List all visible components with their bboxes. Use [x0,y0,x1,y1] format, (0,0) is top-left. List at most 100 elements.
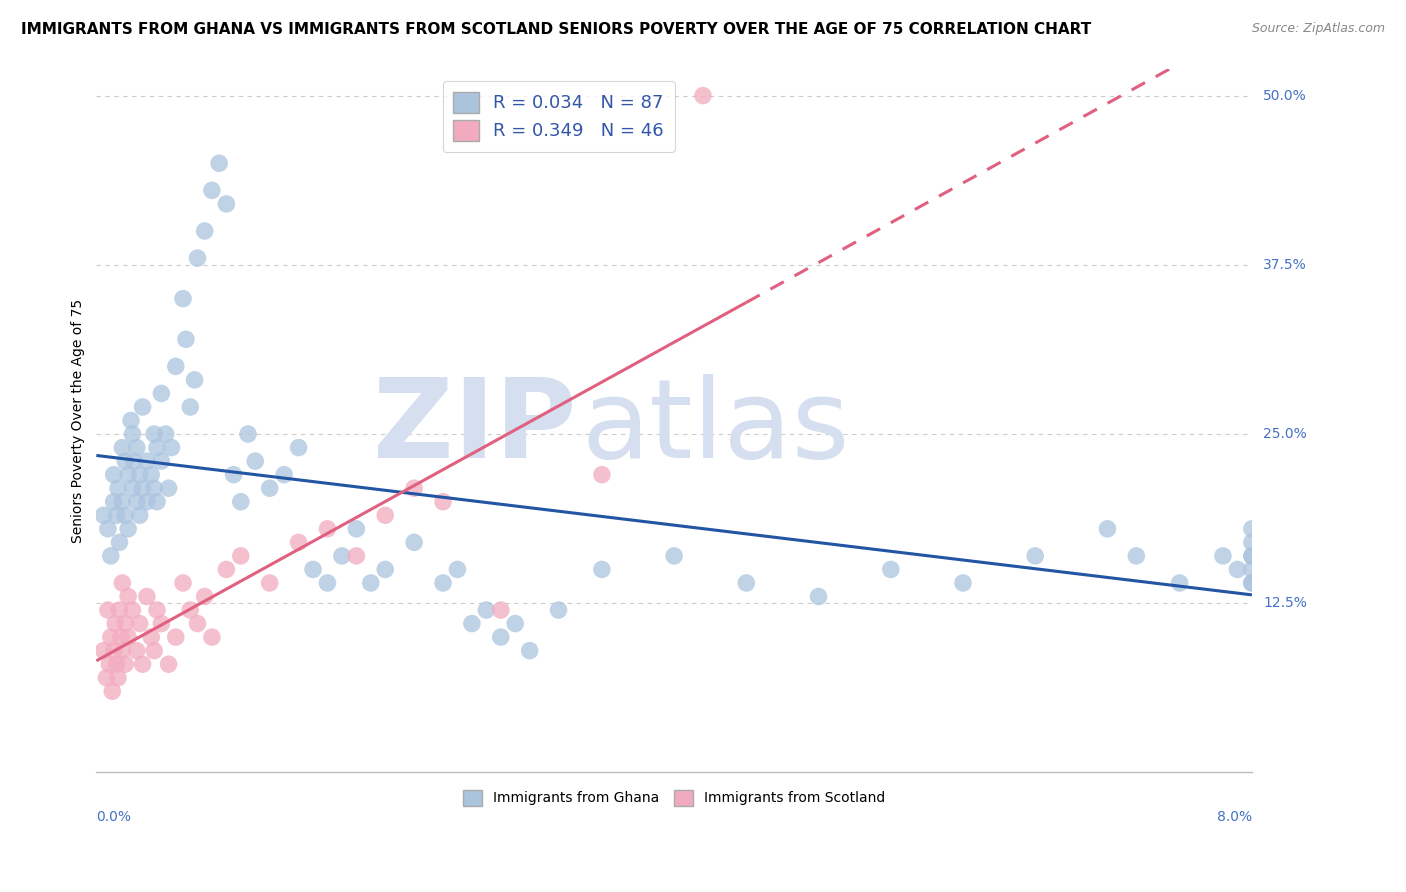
Point [125,643,148,657]
Text: 0.0%: 0.0% [97,811,131,824]
Point [194,590,217,604]
Point [374,562,396,576]
Point [111,441,134,455]
Point [111,643,134,657]
Point [131,481,153,495]
Point [100,630,122,644]
Point [165,630,187,644]
Point [150,454,173,468]
Text: 25.0%: 25.0% [1264,427,1308,441]
Text: 12.5%: 12.5% [1264,596,1308,610]
Point [201,630,224,644]
Point [1024,549,1046,563]
Point [1168,576,1191,591]
Point [172,576,194,591]
Point [229,494,252,508]
Point [111,576,134,591]
Point [360,576,382,591]
Point [880,562,903,576]
Point [117,522,139,536]
Point [489,603,512,617]
Point [131,400,153,414]
Point [143,427,166,442]
Point [157,481,180,495]
Point [117,590,139,604]
Point [1240,576,1263,591]
Y-axis label: Seniors Poverty Over the Age of 75: Seniors Poverty Over the Age of 75 [72,299,86,542]
Point [475,603,498,617]
Point [128,616,150,631]
Point [179,400,201,414]
Point [150,386,173,401]
Point [194,224,217,238]
Point [1240,562,1263,576]
Point [186,616,208,631]
Point [287,535,309,549]
Point [155,427,177,442]
Text: atlas: atlas [582,374,851,481]
Point [316,576,339,591]
Point [146,603,169,617]
Text: ZIP: ZIP [373,374,576,481]
Point [107,481,129,495]
Point [96,671,118,685]
Point [122,454,145,468]
Legend: Immigrants from Ghana, Immigrants from Scotland: Immigrants from Ghana, Immigrants from S… [457,784,891,812]
Point [259,481,281,495]
Point [591,562,613,576]
Point [146,494,169,508]
Point [117,467,139,482]
Point [125,494,148,508]
Point [121,481,143,495]
Point [103,494,125,508]
Point [103,643,125,657]
Point [174,332,197,346]
Point [117,630,139,644]
Point [121,603,143,617]
Point [100,549,122,563]
Point [128,467,150,482]
Point [1240,549,1263,563]
Point [547,603,569,617]
Point [1240,549,1263,563]
Point [316,522,339,536]
Point [236,427,259,442]
Point [114,508,136,523]
Point [503,616,526,631]
Point [215,562,238,576]
Point [330,549,353,563]
Point [245,454,267,468]
Point [489,630,512,644]
Point [110,630,132,644]
Point [131,657,153,672]
Point [952,576,974,591]
Point [150,616,173,631]
Point [101,684,124,698]
Point [1226,562,1249,576]
Point [135,494,157,508]
Point [157,657,180,672]
Point [1240,535,1263,549]
Point [125,441,148,455]
Point [108,535,131,549]
Point [302,562,325,576]
Point [108,603,131,617]
Point [229,549,252,563]
Point [114,616,136,631]
Point [208,156,231,170]
Point [519,643,541,657]
Point [807,590,830,604]
Point [432,576,454,591]
Point [179,603,201,617]
Point [215,197,238,211]
Text: 50.0%: 50.0% [1264,88,1308,103]
Point [143,643,166,657]
Point [1097,522,1119,536]
Point [692,88,714,103]
Point [97,522,120,536]
Point [186,251,208,265]
Point [374,508,396,523]
Point [98,657,121,672]
Point [222,467,245,482]
Text: IMMIGRANTS FROM GHANA VS IMMIGRANTS FROM SCOTLAND SENIORS POVERTY OVER THE AGE O: IMMIGRANTS FROM GHANA VS IMMIGRANTS FROM… [21,22,1091,37]
